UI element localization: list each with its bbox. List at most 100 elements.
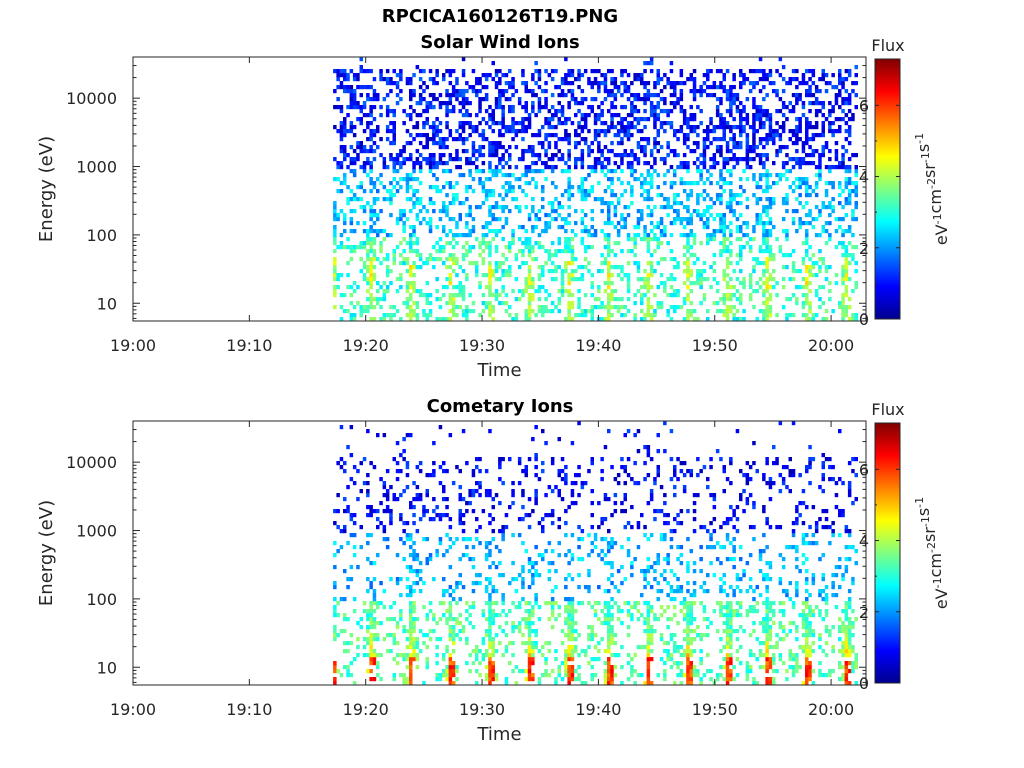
heatmap-cell (372, 129, 377, 134)
heatmap-cell (597, 157, 601, 162)
heatmap-cell (613, 169, 618, 174)
heatmap-cell (336, 189, 340, 194)
heatmap-cell (838, 129, 842, 134)
heatmap-cell (719, 253, 723, 258)
heatmap-cell (567, 313, 571, 318)
heatmap-cell (385, 125, 390, 130)
heatmap-cell (455, 581, 459, 586)
heatmap-cell (607, 157, 611, 162)
heatmap-cell (610, 281, 614, 286)
heatmap-cell (484, 489, 489, 494)
heatmap-cell (488, 249, 492, 254)
heatmap-cell (801, 149, 806, 154)
heatmap-cell (659, 241, 664, 246)
heatmap-cell (376, 605, 380, 610)
heatmap-cell (597, 145, 601, 150)
heatmap-cell (633, 169, 637, 174)
heatmap-cell (620, 129, 624, 134)
heatmap-cell (752, 305, 756, 310)
heatmap-cell (415, 645, 420, 650)
heatmap-cell (405, 521, 410, 526)
heatmap-cell (412, 225, 416, 230)
heatmap-cell (739, 113, 743, 118)
heatmap-cell (448, 669, 453, 674)
heatmap-cell (541, 305, 545, 310)
heatmap-cell (590, 293, 594, 298)
heatmap-cell (366, 69, 370, 74)
heatmap-cell (574, 313, 578, 318)
heatmap-cell (762, 121, 766, 126)
heatmap-cell (847, 253, 852, 258)
heatmap-cell (630, 81, 634, 86)
heatmap-cell (369, 257, 373, 262)
heatmap-cell (686, 233, 690, 238)
heatmap-cell (554, 109, 558, 114)
heatmap-cell (772, 81, 776, 86)
heatmap-cell (590, 149, 594, 154)
heatmap-cell (791, 217, 796, 222)
heatmap-cell (451, 193, 456, 198)
heatmap-cell (702, 165, 707, 170)
heatmap-cell (580, 157, 585, 162)
heatmap-cell (422, 309, 426, 314)
heatmap-cell (488, 577, 492, 582)
heatmap-cell (369, 645, 373, 650)
heatmap-cell (574, 629, 578, 634)
heatmap-cell (346, 105, 350, 110)
heatmap-cell (524, 549, 528, 554)
heatmap-cell (517, 129, 522, 134)
heatmap-cell (438, 105, 443, 110)
heatmap-cell (544, 641, 548, 646)
heatmap-cell (785, 153, 789, 158)
heatmap-cell (554, 113, 558, 118)
heatmap-cell (359, 461, 363, 466)
heatmap-cell (369, 261, 373, 266)
heatmap-cell (461, 497, 466, 502)
heatmap-cell (385, 93, 390, 98)
heatmap-cell (455, 93, 459, 98)
heatmap-cell (527, 601, 532, 606)
heatmap-cell (564, 473, 568, 478)
heatmap-cell (392, 133, 396, 138)
heatmap-cell (366, 257, 370, 262)
heatmap-cell (494, 229, 499, 234)
heatmap-cell (498, 477, 502, 482)
heatmap-cell (729, 149, 733, 154)
heatmap-cell (501, 253, 505, 258)
heatmap-cell (682, 281, 687, 286)
heatmap-cell (412, 641, 416, 646)
heatmap-cell (428, 169, 433, 174)
heatmap-cell (554, 677, 558, 682)
heatmap-cell (824, 309, 829, 314)
heatmap-cell (808, 317, 812, 322)
heatmap-cell (593, 81, 598, 86)
heatmap-cell (597, 113, 601, 118)
heatmap-cell (544, 493, 548, 498)
heatmap-cell (494, 101, 499, 106)
heatmap-cell (666, 213, 670, 218)
heatmap-cell (402, 221, 406, 226)
heatmap-cell (392, 157, 396, 162)
heatmap-cell (798, 201, 802, 206)
heatmap-cell (550, 169, 555, 174)
heatmap-cell (405, 533, 410, 538)
heatmap-cell (425, 161, 429, 166)
heatmap-cell (547, 269, 552, 274)
heatmap-cell (824, 221, 829, 226)
heatmap-cell (412, 549, 416, 554)
heatmap-cell (369, 161, 373, 166)
heatmap-cell (755, 145, 759, 150)
heatmap-cell (471, 605, 476, 610)
heatmap-cell (524, 309, 528, 314)
heatmap-cell (458, 289, 462, 294)
heatmap-cell (844, 89, 849, 94)
heatmap-cell (382, 281, 387, 286)
heatmap-cell (623, 85, 627, 90)
heatmap-cell (428, 69, 433, 74)
heatmap-cell (781, 253, 786, 258)
heatmap-cell (524, 129, 528, 134)
heatmap-cell (534, 573, 538, 578)
heatmap-cell (805, 177, 809, 182)
heatmap-cell (428, 517, 433, 522)
heatmap-cell (593, 305, 598, 310)
